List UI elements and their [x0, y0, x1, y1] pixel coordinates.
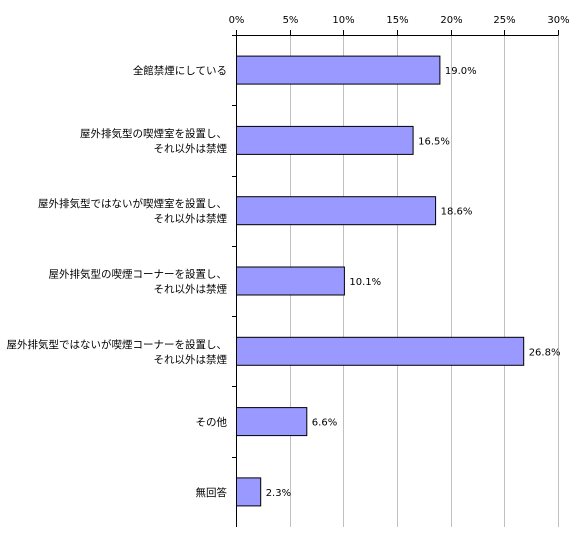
category-label-6-0: 無回答 [196, 486, 228, 499]
data-label-1: 16.5% [418, 136, 450, 147]
category-label-1-1: それ以外は禁煙 [154, 143, 228, 155]
category-label-4-1: それ以外は禁煙 [154, 354, 228, 366]
bar-1 [236, 125, 414, 155]
data-label-5: 6.6% [312, 418, 337, 429]
bar-5 [236, 407, 308, 437]
x-tick-label-6: 30% [547, 15, 569, 26]
category-label-4-0: 屋外排気型ではないが喫煙コーナーを設置し、 [7, 338, 228, 351]
category-label-3-0: 屋外排気型の喫煙コーナーを設置し、 [49, 268, 228, 281]
category-label-0-0: 全館禁煙にしている [133, 64, 227, 77]
data-label-2: 18.6% [441, 207, 473, 218]
x-tick-label-2: 10% [332, 15, 354, 26]
data-label-3: 10.1% [349, 277, 381, 288]
bar-0 [236, 55, 441, 85]
x-tick-label-0: 0% [229, 15, 245, 26]
category-label-2-1: それ以外は禁煙 [154, 213, 228, 225]
category-label-3-1: それ以外は禁煙 [154, 284, 228, 296]
category-label-2-0: 屋外排気型ではないが喫煙室を設置し、 [38, 197, 227, 210]
bar-2 [236, 196, 437, 226]
data-label-6: 2.3% [266, 488, 291, 499]
category-label-5-0: その他 [196, 416, 228, 429]
x-tick-label-1: 5% [283, 15, 299, 26]
bar-4 [236, 336, 525, 366]
category-label-1-0: 屋外排気型の喫煙室を設置し、 [80, 127, 227, 140]
bar-3 [236, 266, 345, 296]
x-tick-label-5: 25% [493, 15, 515, 26]
data-label-0: 19.0% [445, 66, 477, 77]
data-label-4: 26.8% [529, 347, 561, 358]
x-tick-label-4: 20% [440, 15, 462, 26]
bar-6 [236, 477, 262, 507]
x-tick-label-3: 15% [386, 15, 408, 26]
